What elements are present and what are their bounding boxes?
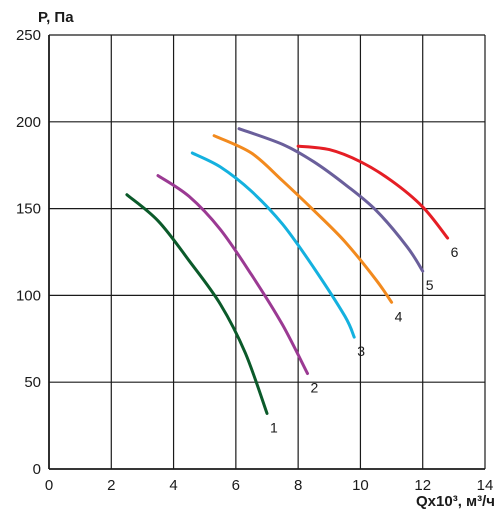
curve-label-4: 4: [395, 308, 403, 324]
x-axis-title: Qx10³, м³/ч: [416, 493, 495, 510]
curve-3: [190, 151, 356, 339]
x-tick-label: 8: [294, 477, 302, 494]
x-tick-label: 0: [45, 477, 53, 494]
curve-2: [156, 174, 309, 375]
curve-5: [237, 127, 425, 273]
y-tick-label: 150: [16, 201, 41, 218]
y-tick-label: 250: [16, 27, 41, 44]
curve-labels-layer: 1 2 3 4 5 6: [270, 244, 459, 435]
grid-layer: [48, 34, 486, 470]
y-axis-title: P, Па: [38, 9, 74, 26]
y-tick-label: 50: [24, 374, 41, 391]
x-tick-label: 4: [169, 477, 177, 494]
x-tick-label: 14: [477, 477, 494, 494]
curve-label-5: 5: [426, 277, 434, 293]
y-tick-label: 200: [16, 114, 41, 131]
y-tick-label: 0: [33, 461, 41, 478]
x-tick-label: 2: [107, 477, 115, 494]
curve-label-2: 2: [310, 380, 318, 396]
x-tick-label: 10: [352, 477, 369, 494]
x-tick-label: 6: [232, 477, 240, 494]
y-tick-label: 100: [16, 287, 41, 304]
curve-4: [212, 134, 394, 304]
curves-layer: [125, 127, 450, 415]
curve-6: [296, 144, 450, 240]
curve-label-6: 6: [451, 244, 459, 260]
curve-label-1: 1: [270, 419, 278, 435]
curve-1: [125, 193, 269, 415]
x-tick-label: 12: [414, 477, 431, 494]
curve-label-3: 3: [357, 343, 365, 359]
